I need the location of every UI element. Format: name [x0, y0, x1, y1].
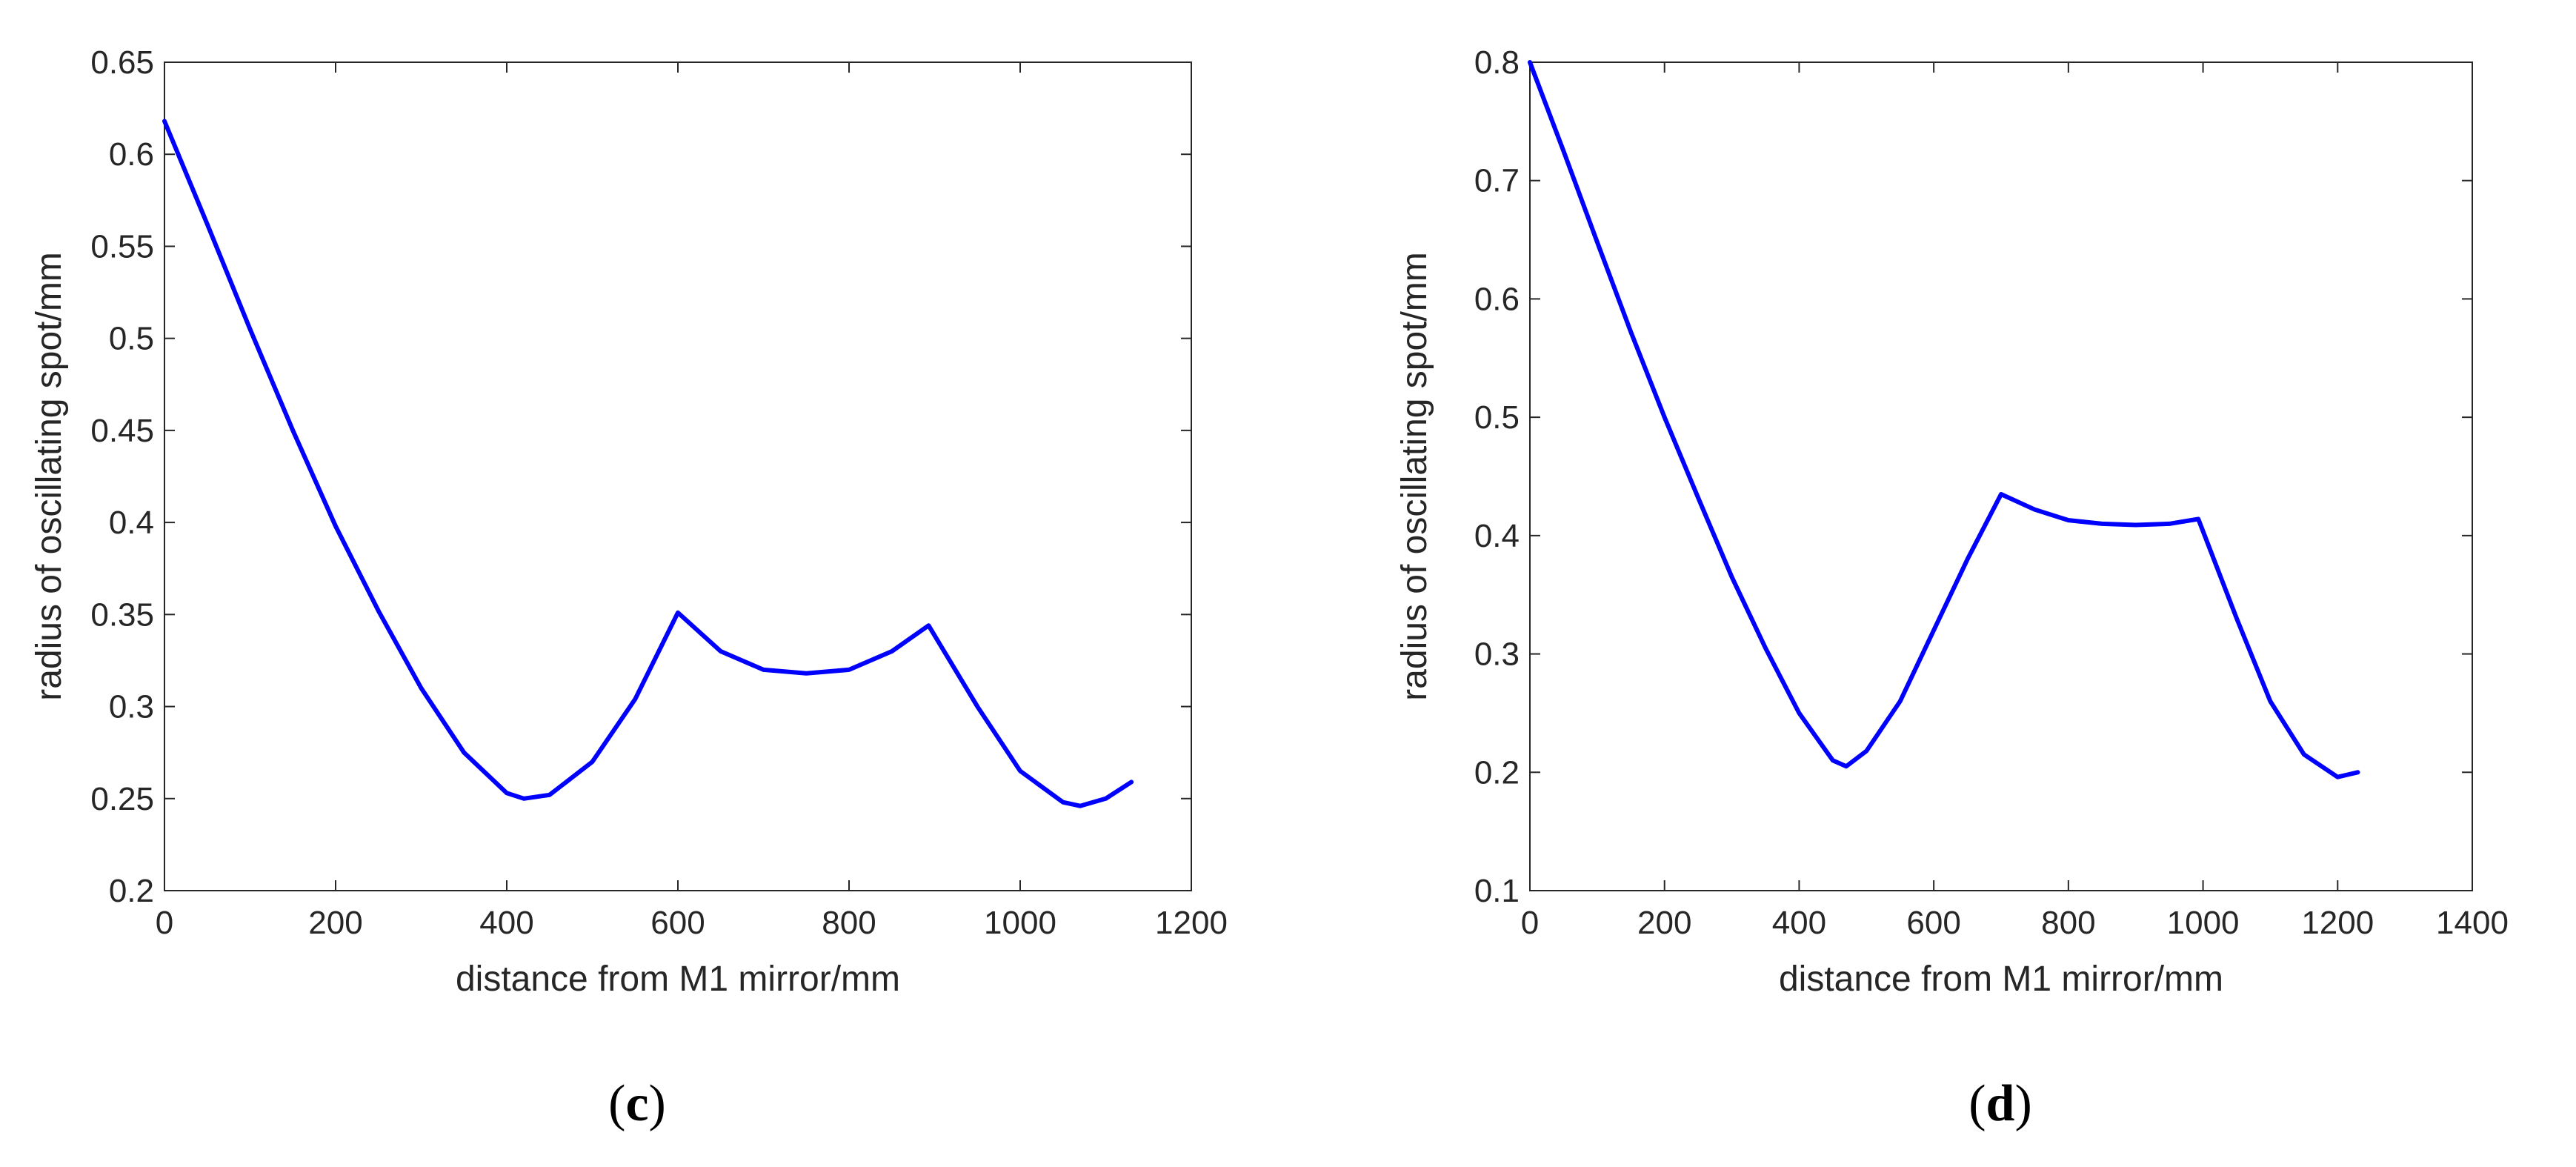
x-tick-label: 1200	[2301, 905, 2374, 941]
y-tick-label: 0.1	[1474, 873, 1520, 909]
y-tick-label: 0.6	[109, 136, 154, 173]
y-tick-label: 0.3	[1474, 636, 1520, 673]
x-tick-label: 0	[156, 905, 173, 941]
y-tick-label: 0.4	[109, 505, 154, 541]
plot-area-frame	[164, 61, 1192, 891]
x-axis-label: distance from M1 mirror/mm	[456, 960, 900, 999]
x-tick-label: 1200	[1155, 905, 1228, 941]
y-tick-label: 0.7	[1474, 163, 1520, 199]
x-axis-label: distance from M1 mirror/mm	[1779, 960, 2223, 999]
y-tick-label: 0.55	[90, 228, 154, 265]
y-tick-label: 0.25	[90, 781, 154, 817]
chart-panel-d: 0 200 400 600 800 1000 1200 1400 0.1 0.2 0.3 0.4 0.5…	[1395, 44, 2509, 1132]
x-tick-label: 1000	[2167, 905, 2240, 941]
series-line	[1528, 60, 2360, 779]
y-tick-label: 0.2	[109, 873, 154, 909]
x-tick-label: 800	[2041, 905, 2095, 941]
y-tick-label: 0.8	[1474, 44, 1520, 81]
x-tick-label: 800	[822, 905, 876, 941]
y-tick-label: 0.5	[1474, 399, 1520, 436]
series-line	[162, 119, 1134, 808]
y-tick-label: 0.6	[1474, 281, 1520, 317]
y-tick-label: 0.2	[1474, 754, 1520, 791]
x-tick-label: 200	[1637, 905, 1691, 941]
y-tick-label: 0.65	[90, 44, 154, 81]
y-tick-label: 0.45	[90, 413, 154, 449]
x-tick-label: 200	[308, 905, 362, 941]
y-tick-label: 0.35	[90, 596, 154, 633]
x-tick-label: 1400	[2436, 905, 2509, 941]
x-tick-label: 0	[1521, 905, 1539, 941]
x-tick-label: 1000	[984, 905, 1056, 941]
y-axis-label: radius of oscillating spot/mm	[1395, 252, 1434, 701]
x-tick-label: 400	[1772, 905, 1826, 941]
plot-area-frame	[1529, 61, 2473, 891]
chart-panel-c: 0 200 400 600 800 1000 1200 0.2 0.25 0.3 0.35 0.4 0.…	[30, 44, 1228, 1132]
y-tick-label: 0.3	[109, 689, 154, 725]
x-tick-label: 400	[479, 905, 533, 941]
y-tick-label: 0.5	[109, 321, 154, 357]
x-tick-label: 600	[650, 905, 705, 941]
panel-label: (c)	[608, 1075, 666, 1132]
y-axis-label: radius of oscillating spot/mm	[30, 252, 69, 701]
x-tick-label: 600	[1906, 905, 1960, 941]
panel-label: (d)	[1968, 1075, 2032, 1132]
y-tick-label: 0.4	[1474, 518, 1520, 554]
